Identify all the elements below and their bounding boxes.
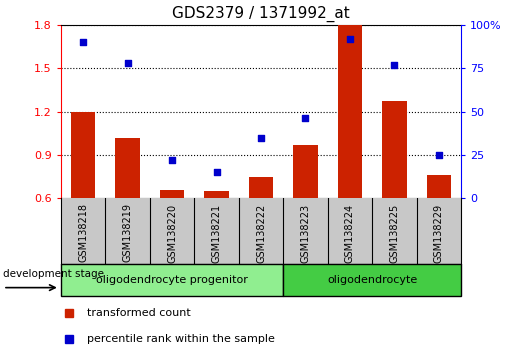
Point <box>257 135 266 140</box>
Title: GDS2379 / 1371992_at: GDS2379 / 1371992_at <box>172 6 350 22</box>
Text: GSM138223: GSM138223 <box>301 204 311 263</box>
Bar <box>293 145 317 198</box>
Text: oligodendrocyte progenitor: oligodendrocyte progenitor <box>96 275 248 285</box>
Point <box>301 116 310 121</box>
Text: GSM138224: GSM138224 <box>345 204 355 263</box>
Text: percentile rank within the sample: percentile rank within the sample <box>87 335 275 344</box>
Bar <box>116 137 140 198</box>
Point <box>123 60 132 66</box>
Bar <box>382 101 407 198</box>
Bar <box>61 264 283 296</box>
Text: GSM138222: GSM138222 <box>256 204 266 263</box>
Text: GSM138229: GSM138229 <box>434 204 444 263</box>
Text: GSM138220: GSM138220 <box>167 204 177 263</box>
Bar <box>427 175 451 198</box>
Bar <box>205 191 229 198</box>
Text: development stage: development stage <box>3 268 104 279</box>
Bar <box>71 112 95 198</box>
Point <box>435 152 443 158</box>
Bar <box>283 264 461 296</box>
Bar <box>338 25 362 198</box>
Text: transformed count: transformed count <box>87 308 191 318</box>
Bar <box>249 177 273 198</box>
Text: GSM138218: GSM138218 <box>78 204 88 262</box>
Text: GSM138225: GSM138225 <box>390 204 400 263</box>
Text: GSM138221: GSM138221 <box>211 204 222 263</box>
Point <box>168 157 176 163</box>
Point <box>390 62 399 68</box>
Text: oligodendrocyte: oligodendrocyte <box>327 275 417 285</box>
Point <box>213 170 221 175</box>
Point <box>346 36 354 41</box>
Point <box>79 39 87 45</box>
Text: GSM138219: GSM138219 <box>122 204 132 262</box>
Bar <box>160 190 184 198</box>
